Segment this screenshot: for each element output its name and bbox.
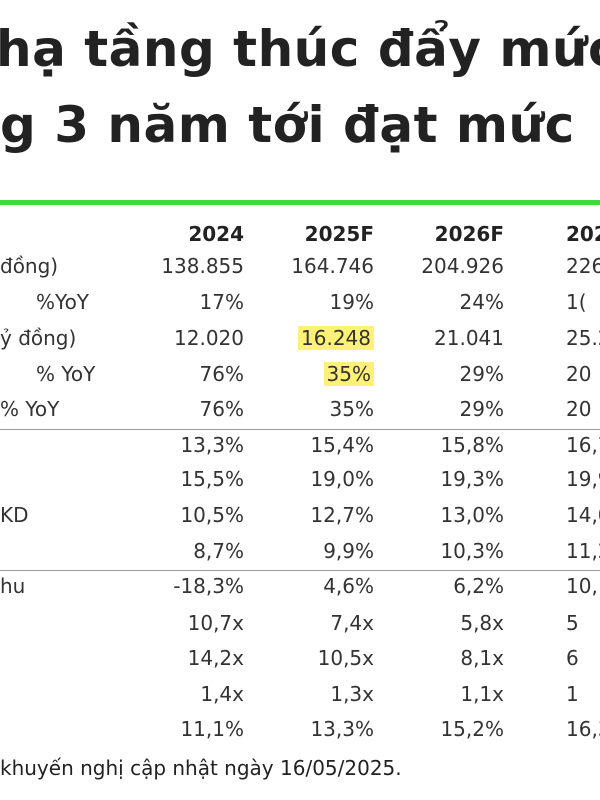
table-cell: 11,2 bbox=[566, 539, 600, 563]
title-line-2: g 3 năm tới đạt mức bbox=[0, 96, 575, 154]
table-cell: 7,4x bbox=[330, 611, 374, 635]
table-row: %YoY 17% 19% 24% 1( bbox=[0, 290, 600, 324]
table-cell: 15,2% bbox=[440, 717, 504, 741]
table-row: % YoY 76% 35% 29% 20 bbox=[0, 397, 600, 431]
table-row: hu -18,3% 4,6% 6,2% 10, bbox=[0, 574, 600, 608]
accent-rule bbox=[0, 200, 600, 205]
table-cell: 4,6% bbox=[323, 574, 374, 598]
table-cell: 8,7% bbox=[193, 539, 244, 563]
highlighted-cell: 35% bbox=[323, 362, 374, 386]
title-line-1: hạ tầng thúc đẩy mức bbox=[0, 20, 600, 78]
table-cell: 15,4% bbox=[310, 433, 374, 457]
table-cell: -18,3% bbox=[173, 574, 244, 598]
table-cell: 29% bbox=[459, 397, 504, 421]
table-cell: 17% bbox=[199, 290, 244, 314]
table-cell: 12,7% bbox=[310, 503, 374, 527]
table-row: 13,3% 15,4% 15,8% 16,7 bbox=[0, 433, 600, 467]
table-cell: 164.746 bbox=[291, 254, 374, 278]
table-cell: 9,9% bbox=[323, 539, 374, 563]
section-divider bbox=[0, 570, 600, 571]
table-cell: 13,0% bbox=[440, 503, 504, 527]
table-cell: 12.020 bbox=[174, 326, 244, 350]
table-cell: 6 bbox=[566, 646, 579, 670]
table-row: KD 10,5% 12,7% 13,0% 14,0 bbox=[0, 503, 600, 537]
table-row: 11,1% 13,3% 15,2% 16,3 bbox=[0, 717, 600, 751]
table-cell: 6,2% bbox=[453, 574, 504, 598]
table-cell: 1 bbox=[566, 682, 579, 706]
table-cell: 19,9 bbox=[566, 467, 600, 491]
row-label: % YoY bbox=[0, 397, 60, 421]
row-label: % YoY bbox=[36, 362, 96, 386]
table-cell: 13,3% bbox=[310, 717, 374, 741]
table-cell: 1,4x bbox=[200, 682, 244, 706]
footnote: khuyến nghị cập nhật ngày 16/05/2025. bbox=[0, 756, 402, 780]
section-divider bbox=[0, 429, 600, 430]
table-row: 14,2x 10,5x 8,1x 6 bbox=[0, 646, 600, 680]
footnote-text: khuyến nghị cập nhật ngày 16/05/2025. bbox=[0, 756, 402, 780]
table-cell: 1( bbox=[566, 290, 587, 314]
row-label: ỷ đồng) bbox=[0, 326, 77, 350]
table-cell: 20 bbox=[566, 362, 592, 386]
table-cell: 20 bbox=[566, 397, 592, 421]
table-cell: 15,5% bbox=[180, 467, 244, 491]
column-header-2025f: 2025F bbox=[304, 222, 374, 246]
table-cell: 226.4 bbox=[566, 254, 600, 278]
table-cell: 138.855 bbox=[161, 254, 244, 278]
table-cell: 14,0 bbox=[566, 503, 600, 527]
table-row: ỷ đồng) 12.020 16.248 21.041 25.2 bbox=[0, 326, 600, 360]
table-cell: 16,7 bbox=[566, 433, 600, 457]
table-cell: 19,3% bbox=[440, 467, 504, 491]
table-cell: 10,3% bbox=[440, 539, 504, 563]
row-label: %YoY bbox=[36, 290, 90, 314]
row-label: hu bbox=[0, 574, 26, 598]
column-header-2024: 2024 bbox=[188, 222, 244, 246]
table-cell: 13,3% bbox=[180, 433, 244, 457]
table-cell: 19,0% bbox=[310, 467, 374, 491]
table-cell: 5 bbox=[566, 611, 579, 635]
table-row: đồng) 138.855 164.746 204.926 226.4 bbox=[0, 254, 600, 288]
table-row: % YoY 76% 35% 29% 20 bbox=[0, 362, 600, 396]
highlighted-cell: 16.248 bbox=[298, 326, 374, 350]
column-header-next: 202 bbox=[566, 222, 600, 246]
table-row: 8,7% 9,9% 10,3% 11,2 bbox=[0, 539, 600, 573]
column-header-2026f: 2026F bbox=[434, 222, 504, 246]
table-row: 15,5% 19,0% 19,3% 19,9 bbox=[0, 467, 600, 501]
table-cell: 25.2 bbox=[566, 326, 600, 350]
table-cell: 5,8x bbox=[460, 611, 504, 635]
table-cell: 16,3 bbox=[566, 717, 600, 741]
table-cell: 15,8% bbox=[440, 433, 504, 457]
table-cell: 24% bbox=[459, 290, 504, 314]
table-cell: 204.926 bbox=[421, 254, 504, 278]
table-cell: 11,1% bbox=[180, 717, 244, 741]
table-cell: 10,5% bbox=[180, 503, 244, 527]
table-cell: 10, bbox=[566, 574, 598, 598]
table-cell: 76% bbox=[199, 362, 244, 386]
table-cell: 1,1x bbox=[460, 682, 504, 706]
table-cell: 76% bbox=[199, 397, 244, 421]
table-cell: 19% bbox=[329, 290, 374, 314]
table-cell: 29% bbox=[459, 362, 504, 386]
table-cell: 10,5x bbox=[317, 646, 374, 670]
table-cell: 35% bbox=[329, 397, 374, 421]
table-cell: 21.041 bbox=[434, 326, 504, 350]
table-cell: 14,2x bbox=[187, 646, 244, 670]
table-row: 10,7x 7,4x 5,8x 5 bbox=[0, 611, 600, 645]
row-label: đồng) bbox=[0, 254, 59, 278]
table-cell: 1,3x bbox=[330, 682, 374, 706]
table-row: 1,4x 1,3x 1,1x 1 bbox=[0, 682, 600, 716]
row-label: KD bbox=[0, 503, 29, 527]
table-cell: 10,7x bbox=[187, 611, 244, 635]
table-cell: 8,1x bbox=[460, 646, 504, 670]
